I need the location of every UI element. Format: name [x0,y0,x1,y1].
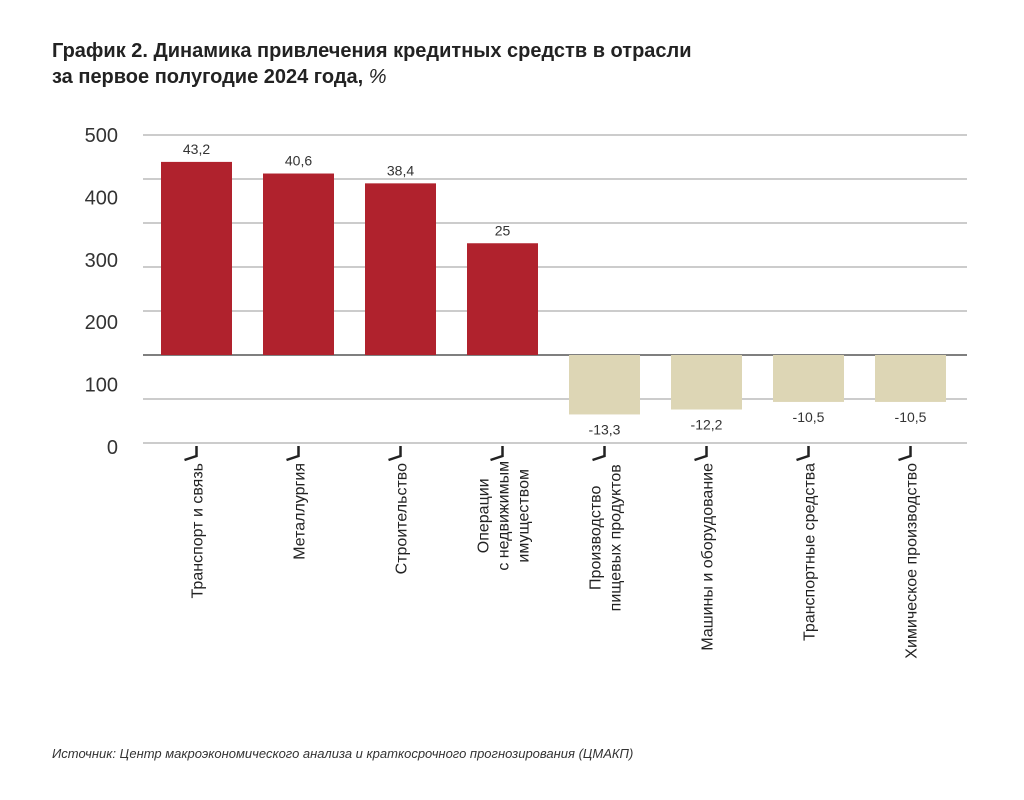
category-label: Транспорт и связь [190,463,207,598]
title-unit: % [368,66,387,88]
category-label-line: Операции [476,478,493,553]
bar [875,355,946,402]
category-label-line: Строительство [394,463,411,574]
category-tick [184,446,198,462]
category-label: Машины и оборудование [700,463,717,651]
category-label-line: Транспортные средства [802,463,819,641]
category-label-line: имуществом [516,469,533,563]
y-tick-label: 500 [85,125,118,147]
chart-title: График 2. Динамика привлечения кредитных… [52,38,692,90]
bar [671,355,742,410]
category-label-line: пищевых продуктов [608,464,625,611]
title-line-1: График 2. Динамика привлечения кредитных… [52,40,692,62]
category-label-line: Машины и оборудование [700,463,717,651]
bar [467,243,538,355]
y-tick-label: 300 [85,250,118,272]
category-label: Химическое производство [904,463,921,659]
category-label: Транспортные средства [802,463,819,641]
data-label: 38,4 [387,162,414,178]
category-tick [490,446,504,462]
category-label-line: с недвижимым [496,461,513,571]
source-note: Источник: Центр макроэкономического анал… [52,746,634,761]
bar [773,355,844,402]
data-label: 25 [495,222,511,238]
category-label-line: Производство [588,486,605,590]
y-tick-label: 200 [85,312,118,334]
category-label-line: Металлургия [292,463,309,560]
category-label: Производство пищевых продуктов [588,464,625,611]
category-tick [388,446,402,462]
category-label: Строительство [394,463,411,574]
y-tick-label: 400 [85,187,118,209]
category-label: Операции с недвижимым имуществом [476,461,533,571]
data-label: -12,2 [691,417,723,433]
title-line-2: за первое полугодие 2024 года, [52,66,364,88]
category-label-line: Транспорт и связь [190,463,207,598]
category-tick [286,446,300,462]
category-tick [898,446,912,462]
data-label: -10,5 [895,409,927,425]
data-label: -13,3 [589,421,621,437]
bar [161,161,232,355]
data-label: 43,2 [183,141,210,157]
bar [263,173,334,355]
category-tick [592,446,606,462]
category-label: Металлургия [292,463,309,560]
data-label: -10,5 [793,409,825,425]
bar [365,183,436,355]
bar [569,355,640,415]
category-tick [796,446,810,462]
y-tick-label: 100 [85,375,118,397]
category-tick [694,446,708,462]
data-label: 40,6 [285,153,312,169]
category-label-line: Химическое производство [904,463,921,659]
y-tick-label: 0 [107,437,118,459]
